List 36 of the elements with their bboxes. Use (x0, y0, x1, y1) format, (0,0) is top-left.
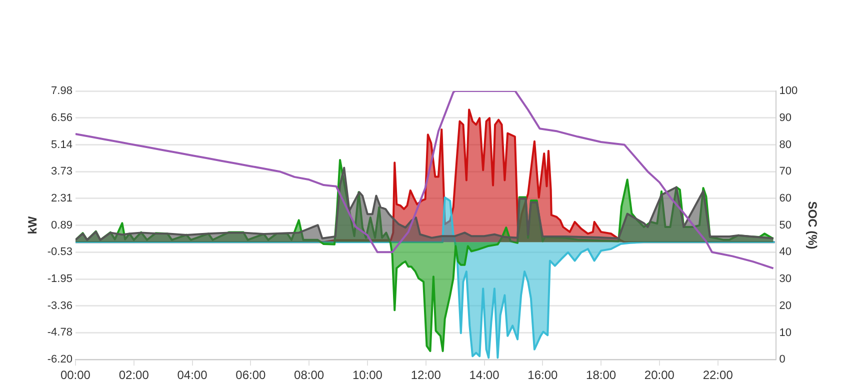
y-tick-label: 0.89 (51, 219, 72, 232)
y-tick-label: 7.98 (51, 85, 72, 98)
y2-tick-label: 70 (779, 166, 792, 178)
y2-tick-label: 10 (779, 326, 792, 339)
y2-tick-label: 20 (779, 300, 792, 312)
y-tick-label: -6.20 (47, 354, 72, 366)
x-tick-label: 10:00 (352, 368, 383, 382)
y-tick-label: -4.78 (47, 326, 72, 339)
x-tick-label: 22:00 (702, 368, 734, 382)
y-tick-label: 3.73 (51, 166, 72, 178)
y2-tick-label: 30 (779, 273, 792, 286)
x-tick-label: 00:00 (60, 368, 91, 382)
y2-tick-label: 100 (779, 85, 798, 98)
x-tick-label: 02:00 (118, 368, 150, 382)
y-axis-title: kW (26, 216, 40, 234)
x-tick-label: 20:00 (644, 368, 675, 382)
y2-tick-label: 60 (779, 192, 792, 204)
y2-tick-label: 0 (779, 354, 786, 366)
x-tick-label: 06:00 (236, 368, 266, 382)
x-tick-label: 14:00 (469, 368, 500, 382)
x-tick-label: 08:00 (294, 368, 324, 382)
x-tick-label: 12:00 (410, 368, 442, 382)
y2-axis-title: SOC (%) (805, 201, 820, 250)
y-tick-label: 2.31 (51, 192, 72, 204)
y-tick-label: 6.56 (51, 112, 72, 124)
y-tick-label: 5.14 (51, 138, 72, 151)
y2-tick-label: 90 (779, 112, 792, 124)
y-tick-label: -0.53 (47, 246, 72, 258)
y-tick-label: -3.36 (47, 300, 72, 312)
x-tick-label: 04:00 (177, 368, 208, 382)
y2-tick-label: 50 (779, 219, 792, 232)
y2-tick-label: 40 (779, 246, 792, 258)
x-tick-label: 16:00 (528, 368, 558, 382)
y2-tick-label: 80 (779, 138, 792, 151)
x-tick-label: 18:00 (586, 368, 616, 382)
y-tick-label: -1.95 (47, 273, 72, 286)
